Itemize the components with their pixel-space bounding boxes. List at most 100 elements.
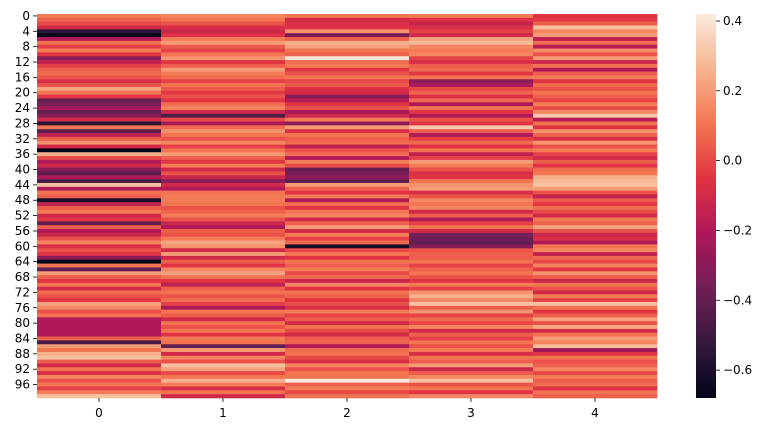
heatmap-cell xyxy=(37,286,162,291)
heatmap-cell xyxy=(533,163,658,168)
heatmap-cell xyxy=(409,90,534,95)
heatmap-cell xyxy=(161,248,286,253)
heatmap-cell xyxy=(409,86,534,92)
heatmap-cell xyxy=(161,298,286,303)
heatmap-cell xyxy=(533,221,658,226)
heatmap-cell xyxy=(533,102,658,107)
heatmap-cell xyxy=(285,156,410,161)
heatmap-cell xyxy=(37,298,162,303)
heatmap-cell xyxy=(285,117,410,122)
heatmap-cell xyxy=(161,267,286,272)
heatmap-cell xyxy=(409,33,534,38)
heatmap-cell xyxy=(533,79,658,84)
colorbar-tick-label: −0.2 xyxy=(723,223,752,237)
heatmap-cell xyxy=(409,286,534,291)
heatmap-cell xyxy=(409,263,534,268)
heatmap-cell xyxy=(161,344,286,349)
heatmap-cell xyxy=(161,152,286,157)
y-tick-label: 24 xyxy=(15,101,30,115)
heatmap-cell xyxy=(161,140,286,145)
heatmap-cell xyxy=(409,259,534,264)
heatmap-cell xyxy=(409,106,534,111)
heatmap-cell xyxy=(533,71,658,76)
x-tick-label: 3 xyxy=(467,406,475,420)
heatmap-cell xyxy=(409,71,534,76)
heatmap-cell xyxy=(37,67,162,72)
heatmap-cell xyxy=(533,194,658,199)
heatmap-cell xyxy=(37,198,162,203)
heatmap-cell xyxy=(285,190,410,195)
heatmap-cell xyxy=(285,194,410,199)
heatmap-cell xyxy=(37,94,162,99)
heatmap-cell xyxy=(161,179,286,184)
heatmap-cell xyxy=(409,290,534,295)
heatmap-cell xyxy=(37,209,162,214)
heatmap-cell xyxy=(285,340,410,345)
heatmap-cell xyxy=(409,194,534,199)
heatmap-cell xyxy=(285,56,410,61)
heatmap-cell xyxy=(37,171,162,176)
heatmap-cell xyxy=(285,271,410,276)
y-tick-label: 72 xyxy=(15,285,30,299)
heatmap-cell xyxy=(409,14,534,19)
heatmap-cell xyxy=(161,325,286,330)
heatmap-cell xyxy=(285,317,410,322)
heatmap-cell xyxy=(409,348,534,353)
heatmap-cell xyxy=(37,386,162,391)
colorbar-tick-label: −0.4 xyxy=(723,293,752,307)
heatmap-cell xyxy=(409,240,534,245)
heatmap-cell xyxy=(37,213,162,218)
heatmap-cell xyxy=(285,79,410,84)
heatmap-cell xyxy=(533,271,658,276)
heatmap-cell xyxy=(37,21,162,26)
colorbar-tick-label: 0.4 xyxy=(723,14,742,28)
heatmap-cell xyxy=(409,359,534,364)
heatmap-cell xyxy=(285,113,410,118)
heatmap-cell xyxy=(37,317,162,322)
heatmap-cell xyxy=(533,244,658,249)
heatmap-cell xyxy=(533,290,658,295)
heatmap-cell xyxy=(161,159,286,165)
heatmap-cell xyxy=(161,332,286,337)
heatmap-cell xyxy=(37,63,162,69)
heatmap-cell xyxy=(161,209,286,214)
heatmap-cell xyxy=(37,313,162,318)
heatmap-cell xyxy=(409,340,534,345)
heatmap-cell xyxy=(37,232,162,238)
y-tick-label: 8 xyxy=(22,40,30,54)
y-tick-label: 16 xyxy=(15,70,30,84)
heatmap-cell xyxy=(409,198,534,203)
heatmap-cell xyxy=(285,374,410,380)
heatmap-cell xyxy=(285,363,410,368)
heatmap-cell xyxy=(37,75,162,80)
heatmap-cell xyxy=(533,159,658,165)
y-tick-label: 48 xyxy=(15,193,30,207)
heatmap-cell xyxy=(409,83,534,88)
heatmap-cell xyxy=(161,371,286,376)
heatmap-cell xyxy=(533,294,658,299)
heatmap-cell xyxy=(161,259,286,264)
heatmap-cell xyxy=(161,382,286,387)
heatmap-cell xyxy=(37,374,162,380)
heatmap-cell xyxy=(533,125,658,130)
heatmap-cell xyxy=(285,244,410,249)
heatmap-cell xyxy=(37,229,162,234)
heatmap-cell xyxy=(37,117,162,122)
heatmap-cell xyxy=(37,60,162,65)
heatmap-cell xyxy=(533,298,658,303)
heatmap-cell xyxy=(161,129,286,134)
heatmap-cell xyxy=(409,390,534,395)
heatmap-cell xyxy=(533,67,658,72)
heatmap-cell xyxy=(409,117,534,122)
heatmap-cell xyxy=(285,390,410,395)
heatmap-cell xyxy=(409,294,534,299)
heatmap-cell xyxy=(37,325,162,330)
heatmap-cell xyxy=(409,275,534,280)
heatmap-cell xyxy=(409,67,534,72)
heatmap-cell xyxy=(37,144,162,149)
heatmap-cell xyxy=(409,321,534,326)
heatmap-cell xyxy=(409,133,534,138)
heatmap-cell xyxy=(161,336,286,341)
heatmap-cell xyxy=(37,236,162,241)
